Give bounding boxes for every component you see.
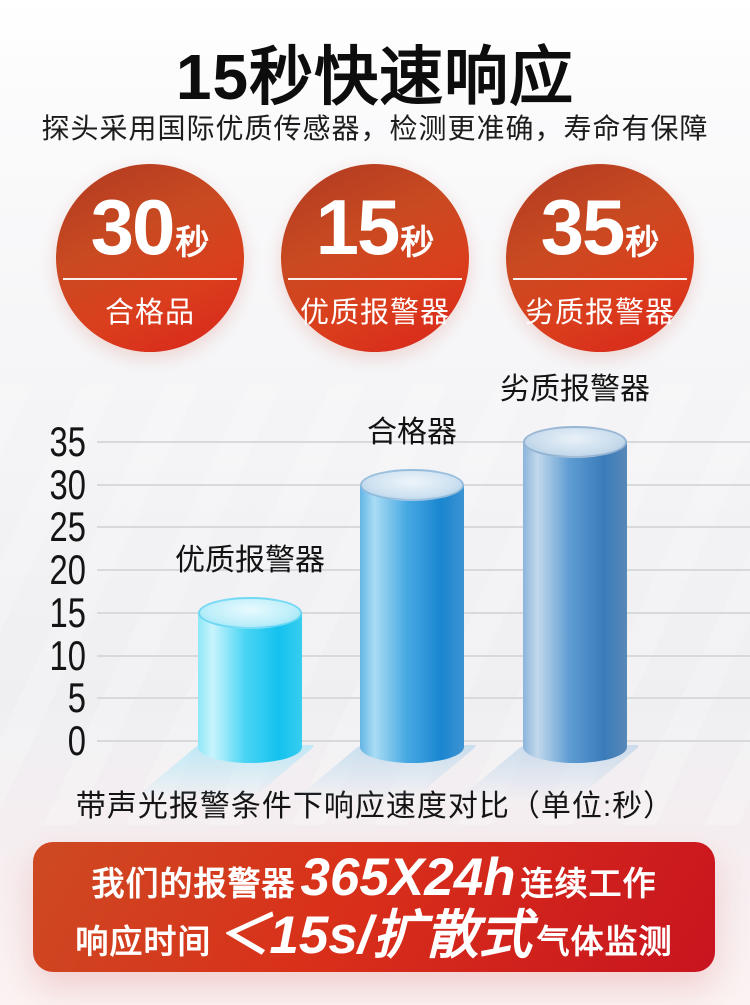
banner-text: 响应时间: [75, 923, 212, 960]
cylinder-shadow: [126, 745, 316, 805]
badge-divider: [63, 278, 237, 280]
badge-unit: 秒: [400, 224, 435, 262]
banner-text: 我们的报警器: [91, 864, 296, 902]
badge-label: 优质报警器: [299, 297, 450, 329]
badge-label: 劣质报警器: [524, 297, 675, 329]
chart-caption: 带声光报警条件下响应速度对比（单位:秒）: [75, 790, 675, 823]
cylinder-top-ellipse: [198, 596, 302, 629]
gridline: [97, 740, 750, 742]
banner-text: 气体监测: [536, 923, 673, 960]
gridline: [97, 441, 750, 443]
y-axis-tick-label: 25: [49, 503, 86, 551]
gridline: [97, 697, 750, 700]
banner-highlight: ＜15s/扩散式: [216, 906, 532, 965]
page-title: 15秒快速响应: [175, 41, 575, 113]
badge-unit: 秒: [625, 224, 660, 262]
y-axis-tick-label: 5: [67, 674, 86, 722]
badge-premium: 15 秒 优质报警器: [281, 164, 469, 352]
cylinder-label: 优质报警器: [175, 543, 325, 577]
background-streaks: [0, 385, 750, 825]
badge-row: 30 秒 合格品 15 秒 优质报警器 35 秒 劣质报警器: [0, 164, 750, 352]
badge-number: 35 秒: [540, 183, 660, 271]
cylinder-label: 合格器: [367, 415, 457, 449]
y-axis-tick-label: 0: [67, 717, 86, 764]
badge-unit: 秒: [175, 224, 210, 262]
chart-cylinder: [198, 596, 302, 763]
badge-divider: [513, 278, 687, 280]
badge-value: 30: [90, 183, 176, 271]
banner-line-2: 响应时间 ＜15s/扩散式 气体监测: [75, 906, 673, 965]
chart-cylinder: [360, 468, 464, 763]
banner-highlight: 365X24h: [300, 847, 516, 907]
cylinder-body: [198, 612, 302, 763]
cylinder-label: 劣质报警器: [500, 373, 650, 406]
badge-divider: [288, 278, 462, 280]
badge-number: 30 秒: [90, 183, 210, 271]
gridline: [97, 569, 750, 572]
cylinder-shadow: [451, 745, 641, 805]
badge-value: 35: [540, 183, 626, 271]
y-axis-tick-label: 20: [49, 546, 86, 594]
cylinder-body: [360, 484, 464, 763]
badge-label: 合格品: [104, 297, 195, 329]
gridline: [97, 654, 750, 657]
badge-number: 15 秒: [315, 183, 435, 271]
y-axis-tick-label: 35: [49, 418, 86, 465]
chart-cylinder: [523, 426, 627, 763]
page-subtitle: 探头采用国际优质传感器，检测更准确，寿命有保障: [41, 113, 709, 144]
banner-text: 连续工作: [520, 864, 657, 902]
y-axis-tick-label: 15: [49, 588, 86, 636]
gridline: [97, 483, 750, 486]
badge-inferior: 35 秒 劣质报警器: [506, 164, 694, 352]
cylinder-shadow: [288, 745, 478, 805]
badge-qualified: 30 秒 合格品: [56, 164, 244, 352]
bottom-banner: 我们的报警器 365X24h 连续工作 响应时间 ＜15s/扩散式 气体监测: [33, 842, 715, 972]
badge-value: 15: [315, 183, 401, 271]
cylinder-body: [523, 442, 627, 763]
banner-line-1: 我们的报警器 365X24h 连续工作: [91, 847, 657, 907]
gridline: [97, 611, 750, 614]
cylinder-top-ellipse: [360, 468, 464, 501]
cylinder-top-ellipse: [523, 426, 627, 458]
y-axis-tick-label: 10: [49, 631, 86, 679]
gridline: [97, 526, 750, 529]
y-axis-tick-label: 30: [49, 460, 86, 508]
